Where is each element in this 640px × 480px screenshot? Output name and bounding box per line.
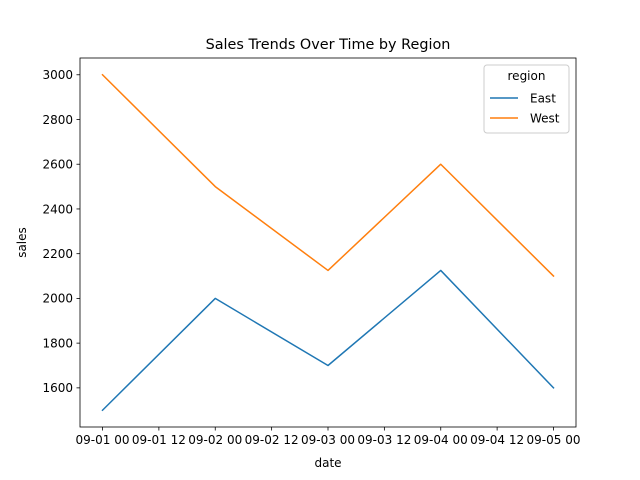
y-tick-label: 1600 bbox=[42, 381, 73, 395]
x-tick-label: 09-03 00 bbox=[301, 433, 355, 447]
x-tick-label: 09-03 12 bbox=[357, 433, 411, 447]
legend-label-east: East bbox=[530, 91, 556, 105]
legend-title: region bbox=[508, 69, 546, 83]
legend-label-west: West bbox=[530, 111, 560, 125]
y-tick-label: 2600 bbox=[42, 158, 73, 172]
y-axis-label: sales bbox=[15, 227, 29, 258]
x-tick-label: 09-04 12 bbox=[470, 433, 524, 447]
x-tick-label: 09-01 12 bbox=[132, 433, 186, 447]
y-tick-label: 2200 bbox=[42, 247, 73, 261]
chart-title: Sales Trends Over Time by Region bbox=[206, 37, 451, 53]
y-tick-label: 2400 bbox=[42, 202, 73, 216]
y-tick-label: 2800 bbox=[42, 113, 73, 127]
x-tick-label: 09-04 00 bbox=[414, 433, 468, 447]
legend-box bbox=[483, 64, 570, 134]
x-axis: 09-01 00 09-01 12 09-02 00 09-02 12 09-03 00… bbox=[76, 427, 581, 447]
legend-items: East West bbox=[490, 91, 560, 125]
legend: region East West bbox=[483, 64, 570, 134]
y-tick-label: 3000 bbox=[42, 68, 73, 82]
x-tick-label: 09-01 00 bbox=[76, 433, 130, 447]
series-line-east bbox=[101, 269, 555, 412]
series-line-west bbox=[101, 73, 555, 278]
plot-area bbox=[101, 73, 555, 412]
x-axis-label: date bbox=[314, 456, 341, 470]
y-tick-label: 2000 bbox=[42, 292, 73, 306]
x-tick-label: 09-02 00 bbox=[188, 433, 242, 447]
y-tick-label: 1800 bbox=[42, 336, 73, 350]
y-axis: 1600 1800 2000 2200 2400 2600 2800 3000 bbox=[42, 68, 80, 395]
x-tick-label: 09-02 12 bbox=[245, 433, 299, 447]
x-tick-label: 09-05 00 bbox=[527, 433, 581, 447]
